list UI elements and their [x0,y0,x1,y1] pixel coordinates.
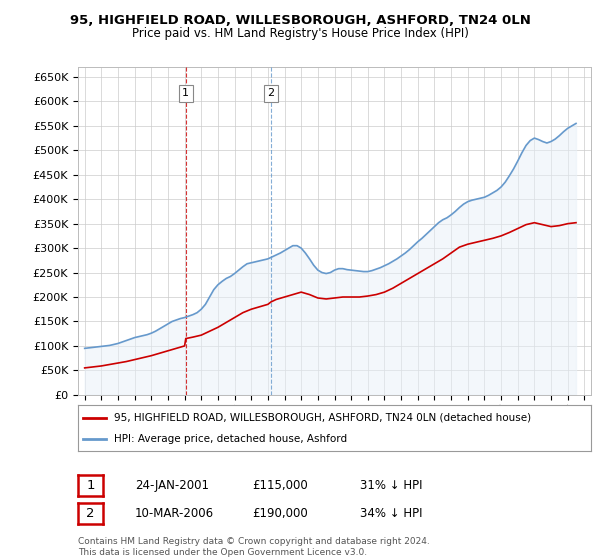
Text: 24-JAN-2001: 24-JAN-2001 [135,479,209,492]
Text: 31% ↓ HPI: 31% ↓ HPI [360,479,422,492]
Text: 95, HIGHFIELD ROAD, WILLESBOROUGH, ASHFORD, TN24 0LN: 95, HIGHFIELD ROAD, WILLESBOROUGH, ASHFO… [70,14,530,27]
Text: HPI: Average price, detached house, Ashford: HPI: Average price, detached house, Ashf… [114,435,347,444]
Text: 95, HIGHFIELD ROAD, WILLESBOROUGH, ASHFORD, TN24 0LN (detached house): 95, HIGHFIELD ROAD, WILLESBOROUGH, ASHFO… [114,413,531,423]
Text: 34% ↓ HPI: 34% ↓ HPI [360,507,422,520]
Text: 1: 1 [86,479,95,492]
Text: £190,000: £190,000 [252,507,308,520]
Text: Contains HM Land Registry data © Crown copyright and database right 2024.
This d: Contains HM Land Registry data © Crown c… [78,537,430,557]
Text: 2: 2 [268,88,275,99]
Text: 2: 2 [86,507,95,520]
Text: 10-MAR-2006: 10-MAR-2006 [135,507,214,520]
Text: 1: 1 [182,88,189,99]
Text: Price paid vs. HM Land Registry's House Price Index (HPI): Price paid vs. HM Land Registry's House … [131,27,469,40]
Text: £115,000: £115,000 [252,479,308,492]
